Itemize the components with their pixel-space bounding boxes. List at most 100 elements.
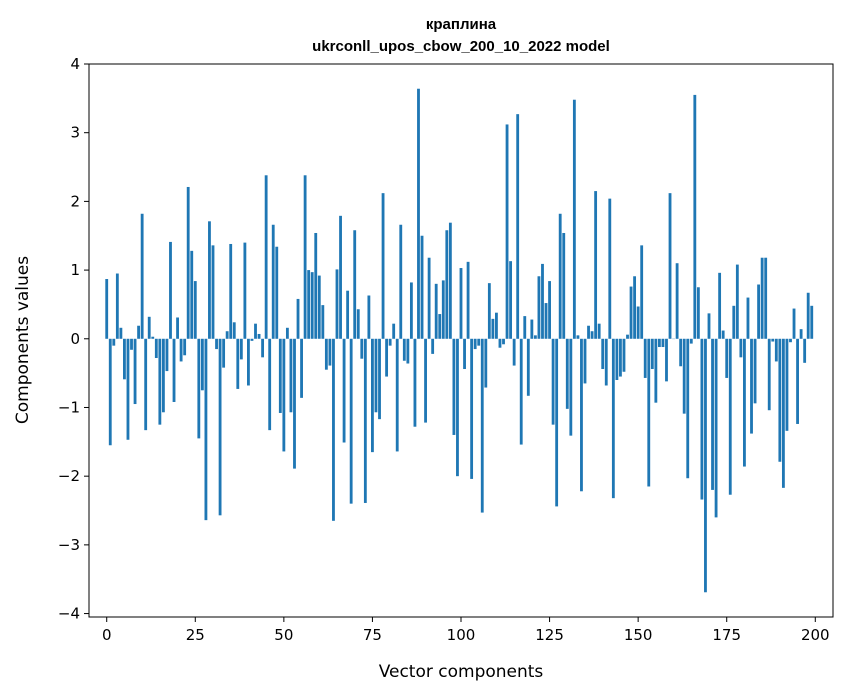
bar-143 — [611, 338, 615, 499]
bar-138 — [594, 191, 598, 339]
bar-165 — [689, 338, 693, 344]
bar-115 — [512, 338, 516, 366]
bar-65 — [335, 269, 339, 339]
bar-79 — [385, 338, 389, 377]
bar-185 — [760, 257, 764, 339]
bar-101 — [463, 338, 466, 370]
bar-83 — [399, 224, 403, 339]
bar-169 — [704, 338, 707, 593]
bar-159 — [668, 193, 672, 339]
bar-60 — [317, 275, 321, 339]
bar-9 — [137, 325, 141, 339]
bar-73 — [363, 338, 367, 503]
bar-86 — [409, 282, 413, 339]
bar-187 — [767, 338, 771, 411]
bar-11 — [144, 338, 148, 431]
bar-108 — [487, 283, 491, 339]
bar-176 — [728, 338, 732, 495]
bar-25 — [193, 281, 197, 339]
bar-168 — [700, 338, 704, 500]
bar-110 — [495, 312, 498, 339]
bar-62 — [324, 338, 328, 370]
bar-61 — [321, 305, 325, 339]
bar-170 — [707, 313, 711, 339]
bar-193 — [789, 338, 792, 343]
bar-116 — [516, 114, 520, 339]
bar-156 — [657, 338, 661, 348]
bar-33 — [222, 338, 226, 368]
bar-145 — [619, 338, 622, 377]
x-tick-label: 125 — [535, 626, 564, 644]
bar-64 — [332, 338, 335, 521]
bar-70 — [353, 230, 357, 339]
bar-63 — [328, 338, 332, 366]
bar-4 — [119, 327, 123, 339]
bar-10 — [140, 213, 144, 339]
bar-99 — [456, 338, 459, 477]
bar-50 — [282, 338, 286, 452]
bar-21 — [179, 338, 183, 362]
bar-104 — [473, 338, 477, 350]
bar-180 — [743, 338, 746, 467]
bar-24 — [190, 250, 194, 339]
bar-152 — [643, 338, 647, 378]
bar-14 — [154, 338, 158, 359]
y-tick-label: −3 — [58, 536, 80, 554]
bar-22 — [183, 338, 187, 356]
bar-27 — [200, 338, 204, 391]
bar-179 — [739, 338, 743, 358]
bar-134 — [580, 338, 583, 492]
bar-184 — [757, 284, 761, 339]
y-tick-label: 1 — [70, 261, 80, 279]
y-axis-ticks: −4 −3 −2 −1 0 1 2 3 4 — [58, 55, 89, 623]
bar-120 — [530, 319, 534, 339]
bar-191 — [781, 338, 785, 488]
bar-153 — [647, 338, 651, 487]
y-tick-label: 4 — [70, 55, 80, 73]
bar-8 — [133, 338, 137, 405]
bar-34 — [225, 331, 229, 339]
bar-124 — [544, 303, 548, 339]
bar-68 — [346, 290, 350, 339]
bar-131 — [569, 338, 573, 436]
bar-26 — [197, 338, 201, 439]
bar-59 — [314, 232, 318, 339]
bar-118 — [523, 316, 527, 339]
bar-96 — [445, 230, 449, 339]
bar-146 — [622, 338, 626, 372]
bar-93 — [434, 283, 438, 339]
bar-199 — [810, 305, 814, 339]
x-tick-label: 200 — [801, 626, 830, 644]
bar-67 — [342, 338, 346, 443]
bar-123 — [541, 263, 544, 339]
bar-91 — [427, 257, 431, 339]
bar-173 — [718, 272, 722, 339]
y-tick-label: 2 — [70, 192, 80, 210]
bar-164 — [686, 338, 690, 479]
bar-16 — [161, 338, 165, 413]
bar-174 — [721, 330, 725, 339]
bar-148 — [629, 286, 633, 339]
bar-92 — [431, 338, 435, 354]
bar-23 — [186, 186, 190, 339]
bar-76 — [374, 338, 378, 413]
bar-105 — [477, 338, 481, 346]
bar-39 — [243, 242, 247, 339]
bar-95 — [441, 280, 445, 339]
bar-1 — [108, 338, 112, 446]
bar-130 — [565, 338, 569, 409]
bar-77 — [378, 338, 381, 420]
bar-182 — [750, 338, 753, 434]
bar-42 — [254, 323, 257, 339]
bar-29 — [208, 221, 211, 339]
bar-51 — [285, 327, 289, 339]
chart-title-line-2: ukrconll_upos_cbow_200_10_2022 model — [312, 38, 610, 55]
bar-121 — [533, 335, 537, 339]
bar-154 — [650, 338, 654, 370]
bar-81 — [392, 323, 396, 339]
bar-30 — [211, 245, 215, 339]
x-tick-label: 75 — [363, 626, 382, 644]
bar-183 — [753, 338, 757, 404]
x-tick-label: 50 — [274, 626, 293, 644]
